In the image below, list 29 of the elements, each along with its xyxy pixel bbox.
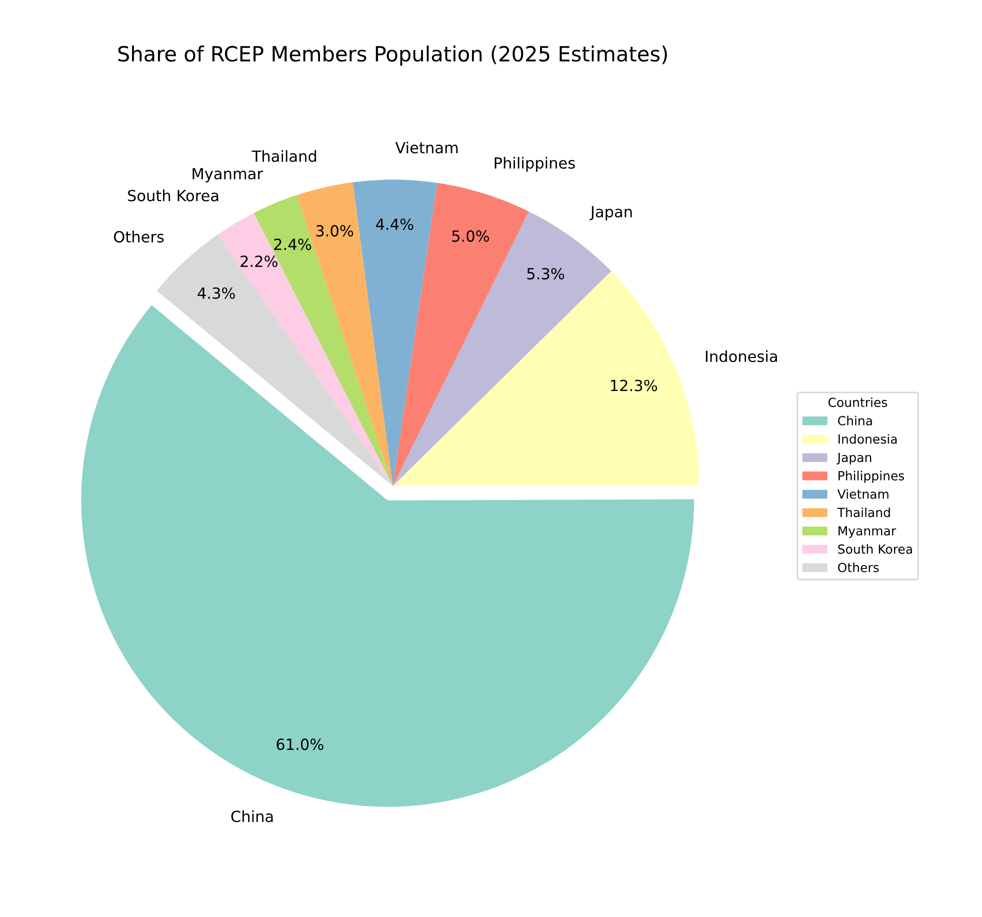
data-label: 61.0% bbox=[276, 738, 324, 750]
chart-title: Share of RCEP Members Population (2025 Estimates) bbox=[118, 46, 667, 66]
legend-label: Myanmar bbox=[838, 526, 896, 538]
legend-label: South Korea bbox=[838, 544, 912, 554]
legend-label: Others bbox=[838, 562, 879, 572]
data-label: 2.4% bbox=[274, 238, 312, 250]
legend-label: China bbox=[838, 416, 872, 426]
data-label: 3.0% bbox=[316, 225, 354, 237]
slice-label: Thailand bbox=[252, 150, 316, 162]
slice-label: Indonesia bbox=[706, 350, 777, 362]
slice-label: South Korea bbox=[128, 190, 218, 202]
slice-label: Japan bbox=[590, 206, 632, 220]
data-label: 4.3% bbox=[198, 287, 235, 299]
data-label: 4.4% bbox=[376, 218, 414, 230]
data-label: 5.0% bbox=[452, 230, 490, 242]
slice-label: Myanmar bbox=[192, 168, 263, 182]
legend-label: Thailand bbox=[837, 507, 890, 518]
data-label: 12.3% bbox=[611, 380, 658, 392]
legend-title: Countries bbox=[828, 397, 888, 408]
slice-label: Others bbox=[114, 230, 164, 243]
slice-label: Philippines bbox=[494, 156, 575, 172]
slice-label: Vietnam bbox=[395, 142, 458, 154]
legend-label: Philippines bbox=[838, 470, 904, 483]
legend-label: Japan bbox=[836, 452, 872, 465]
slice-label: China bbox=[231, 810, 273, 822]
legend-label: Vietnam bbox=[837, 489, 888, 499]
data-label: 2.2% bbox=[240, 256, 278, 268]
legend-label: Indonesia bbox=[838, 434, 897, 444]
data-label: 5.3% bbox=[527, 268, 564, 280]
